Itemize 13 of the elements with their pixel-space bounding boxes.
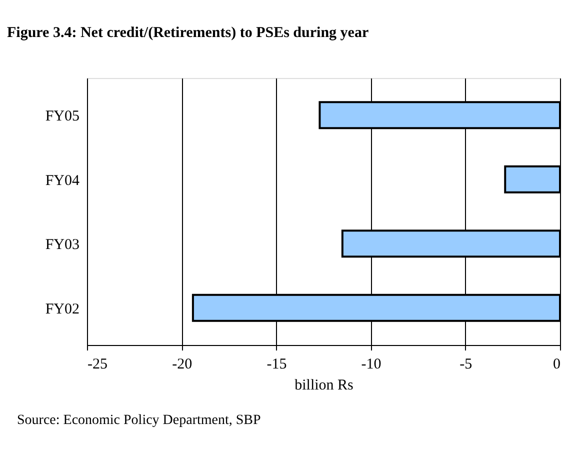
y-tick-label: FY02	[45, 301, 80, 318]
x-tick-label: -10	[361, 356, 382, 372]
y-tick-label: FY04	[45, 172, 80, 189]
x-tick-label: -5	[460, 356, 472, 372]
x-tick-label: -25	[88, 356, 108, 372]
x-tick-label: 0	[553, 356, 560, 372]
x-tick-label: -15	[266, 356, 287, 372]
source-note: Source: Economic Policy Department, SBP	[17, 413, 262, 428]
y-tick-label: FY05	[45, 108, 80, 125]
y-tick-label: FY03	[45, 237, 80, 254]
chart-title: Figure 3.4: Net credit/(Retirements) to PSEs during year	[7, 25, 369, 41]
x-tick-label: -20	[172, 356, 192, 372]
x-axis-title: billion Rs	[294, 378, 354, 394]
